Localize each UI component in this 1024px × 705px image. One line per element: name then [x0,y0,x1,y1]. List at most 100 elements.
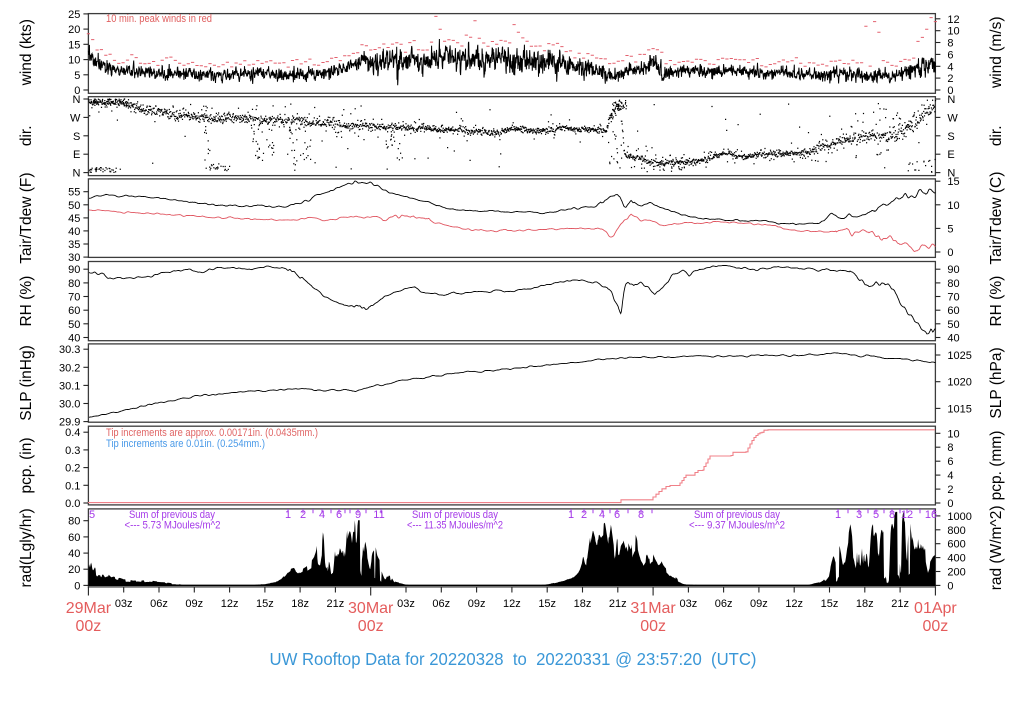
svg-text:4: 4 [947,61,953,73]
svg-text:60: 60 [68,532,80,544]
svg-text:40: 40 [68,226,80,238]
svg-text:30.0: 30.0 [59,399,80,411]
svg-text:10 min. peak winds in red: 10 min. peak winds in red [106,13,212,25]
svg-text:E: E [947,149,954,161]
svg-text:N: N [72,168,80,180]
svg-text:S: S [947,131,954,143]
svg-text:N: N [947,94,955,106]
svg-text:30.2: 30.2 [59,362,80,374]
svg-text:16: 16 [925,509,937,521]
svg-text:06z: 06z [432,598,450,610]
svg-text:2: 2 [947,484,953,496]
svg-text:200: 200 [947,567,965,579]
svg-text:10: 10 [947,428,959,440]
svg-text:0: 0 [947,498,953,510]
svg-text:12: 12 [901,509,913,521]
svg-text:W: W [947,112,958,124]
svg-text:dir.: dir. [18,125,35,146]
svg-text:6: 6 [947,456,953,468]
svg-text:50: 50 [68,200,80,212]
svg-text:0.2: 0.2 [65,463,80,475]
svg-text:12z: 12z [221,598,239,610]
svg-text:RH (%): RH (%) [18,276,35,327]
svg-text:E: E [73,149,80,161]
svg-text:90: 90 [947,264,959,276]
svg-text:9: 9 [355,509,361,521]
svg-text:15z: 15z [256,598,274,610]
svg-text:N: N [947,168,955,180]
svg-text:6: 6 [614,509,620,521]
svg-text:31Mar: 31Mar [630,600,676,617]
svg-text:40: 40 [68,548,80,560]
svg-text:Tair/Tdew (C): Tair/Tdew (C) [988,172,1005,265]
svg-text:0: 0 [74,580,80,592]
svg-text:0: 0 [74,85,80,97]
svg-text:1025: 1025 [947,350,971,362]
svg-text:15: 15 [947,176,959,188]
svg-text:<--- 5.73 MJoules/m^2: <--- 5.73 MJoules/m^2 [125,520,221,532]
svg-text:11: 11 [373,509,384,521]
svg-text:W: W [70,112,81,124]
svg-text:1020: 1020 [947,377,971,389]
svg-text:00z: 00z [923,618,949,635]
svg-text:30Mar: 30Mar [348,600,394,617]
svg-text:10: 10 [68,55,80,67]
svg-text:00z: 00z [640,618,666,635]
svg-text:35: 35 [68,239,80,251]
svg-text:0: 0 [947,580,953,592]
svg-text:pcp. (in): pcp. (in) [18,438,35,494]
svg-text:5: 5 [873,509,879,521]
svg-text:RH (%): RH (%) [988,276,1005,327]
svg-text:2: 2 [581,509,587,521]
svg-text:0.1: 0.1 [65,480,80,492]
svg-text:1: 1 [835,509,841,521]
svg-text:06z: 06z [150,598,168,610]
svg-text:600: 600 [947,539,965,551]
svg-text:8: 8 [947,38,953,50]
svg-text:2: 2 [947,73,953,85]
svg-text:0: 0 [947,247,953,259]
svg-text:21z: 21z [327,598,345,610]
svg-text:Sum of previous day: Sum of previous day [412,509,498,521]
svg-text:21z: 21z [609,598,627,610]
svg-text:03z: 03z [115,598,133,610]
svg-text:3: 3 [856,509,862,521]
svg-text:20: 20 [68,564,80,576]
svg-text:2: 2 [300,509,306,521]
svg-text:70: 70 [947,292,959,304]
svg-text:29.9: 29.9 [59,417,80,429]
svg-text:SLP (hPa): SLP (hPa) [988,347,1005,418]
svg-text:800: 800 [947,525,965,537]
svg-text:SLP (inHg): SLP (inHg) [18,345,35,421]
svg-text:30: 30 [68,252,80,264]
svg-text:6: 6 [336,509,342,521]
svg-text:15z: 15z [538,598,556,610]
svg-text:21z: 21z [891,598,909,610]
svg-text:60: 60 [947,305,959,317]
svg-text:20: 20 [68,24,80,36]
svg-text:12: 12 [947,14,959,26]
svg-text:09z: 09z [468,598,486,610]
svg-text:55: 55 [68,187,80,199]
svg-text:15z: 15z [821,598,839,610]
svg-text:1015: 1015 [947,403,971,415]
svg-text:UW Rooftop Data for 20220328: UW Rooftop Data for 20220328 to 20220331… [270,649,757,669]
svg-text:09z: 09z [185,598,203,610]
svg-text:1000: 1000 [947,511,971,523]
svg-text:06z: 06z [715,598,733,610]
svg-text:45: 45 [68,213,80,225]
svg-text:80: 80 [68,278,80,290]
svg-text:<--- 11.35 MJoules/m^2: <--- 11.35 MJoules/m^2 [407,520,503,532]
svg-text:Sum of previous day: Sum of previous day [129,509,215,521]
svg-text:rad(Lgly/hr): rad(Lgly/hr) [18,508,35,587]
svg-text:50: 50 [947,319,959,331]
svg-text:18z: 18z [291,598,309,610]
svg-text:8: 8 [947,442,953,454]
svg-text:30.1: 30.1 [59,380,80,392]
svg-text:12z: 12z [785,598,803,610]
svg-text:4: 4 [947,470,953,482]
svg-text:5: 5 [89,509,95,521]
svg-text:6: 6 [947,49,953,61]
svg-text:8: 8 [638,509,644,521]
svg-text:80: 80 [947,278,959,290]
